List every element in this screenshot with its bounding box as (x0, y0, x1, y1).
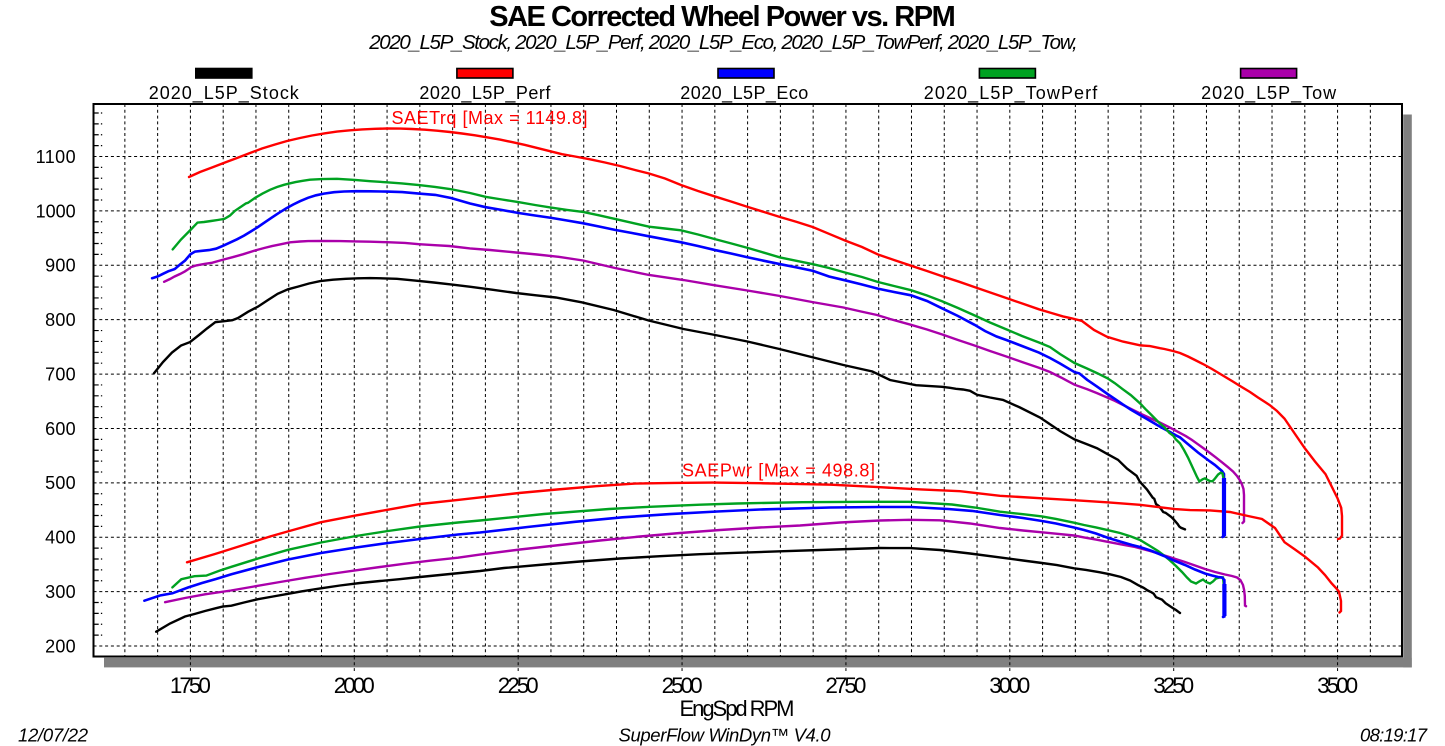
svg-text:1750: 1750 (170, 673, 211, 698)
svg-text:SAETrq [Max = 1149.8]: SAETrq [Max = 1149.8] (392, 108, 588, 128)
svg-text:SuperFlow WinDyn™ V4.0: SuperFlow WinDyn™ V4.0 (619, 725, 832, 746)
svg-text:2750: 2750 (825, 673, 866, 698)
svg-text:200: 200 (45, 636, 76, 656)
svg-text:2020_L5P_Perf: 2020_L5P_Perf (419, 83, 551, 104)
svg-text:3500: 3500 (1317, 673, 1358, 698)
svg-text:12/07/22: 12/07/22 (18, 725, 89, 746)
svg-text:800: 800 (45, 310, 76, 330)
svg-text:600: 600 (45, 419, 76, 439)
svg-text:900: 900 (45, 256, 76, 276)
svg-text:SAE Corrected Wheel Power vs.: SAE Corrected Wheel Power vs. RPM (489, 1, 956, 33)
svg-text:SAEPwr [Max = 498.8]: SAEPwr [Max = 498.8] (682, 461, 875, 481)
svg-text:400: 400 (45, 528, 76, 548)
svg-text:EngSpd RPM: EngSpd RPM (680, 696, 795, 721)
svg-text:2020_L5P_TowPerf: 2020_L5P_TowPerf (924, 83, 1098, 104)
svg-text:700: 700 (45, 365, 76, 385)
svg-text:08:19:17: 08:19:17 (1360, 725, 1428, 746)
svg-text:3000: 3000 (989, 673, 1030, 698)
svg-text:1100: 1100 (36, 147, 76, 167)
svg-text:2020_L5P_Stock: 2020_L5P_Stock (149, 83, 300, 104)
svg-text:2250: 2250 (498, 673, 539, 698)
svg-text:2020_L5P_Eco: 2020_L5P_Eco (680, 83, 808, 104)
svg-text:3250: 3250 (1153, 673, 1194, 698)
svg-text:500: 500 (45, 473, 76, 493)
svg-text:2020_L5P_Stock, 2020_L5P_Perf,: 2020_L5P_Stock, 2020_L5P_Perf, 2020_L5P_… (368, 31, 1078, 54)
svg-text:2020_L5P_Tow: 2020_L5P_Tow (1201, 83, 1337, 104)
svg-text:2500: 2500 (662, 673, 703, 698)
svg-text:300: 300 (45, 582, 76, 602)
svg-text:2000: 2000 (334, 673, 375, 698)
svg-text:1000: 1000 (36, 201, 76, 221)
